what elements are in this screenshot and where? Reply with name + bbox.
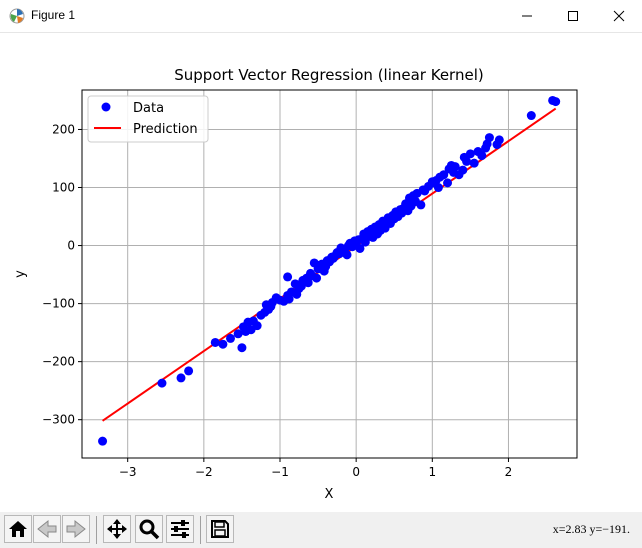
home-button[interactable] [4, 515, 32, 543]
data-point [252, 321, 262, 331]
zoom-icon [138, 518, 160, 540]
pan-icon [106, 518, 128, 540]
toolbar-separator [96, 516, 97, 544]
toolbar-separator [200, 516, 201, 544]
data-point [284, 294, 294, 304]
data-point [210, 337, 220, 347]
maximize-icon [567, 10, 579, 22]
data-point [237, 343, 247, 353]
data-point [98, 436, 108, 446]
data-point [450, 162, 460, 172]
data-point [157, 378, 167, 388]
y-axis-label: y [13, 270, 28, 278]
data-point [342, 250, 352, 260]
chart-title: Support Vector Regression (linear Kernel… [174, 66, 483, 84]
data-point [477, 151, 487, 161]
data-point [312, 273, 322, 283]
data-point [218, 339, 228, 349]
pan-button[interactable] [103, 515, 131, 543]
data-point [439, 170, 449, 180]
data-point [283, 272, 293, 282]
subplots-button[interactable] [166, 515, 194, 543]
y-tick-label: −300 [42, 413, 75, 427]
data-point [184, 366, 194, 376]
legend-prediction-label: Prediction [133, 122, 198, 137]
minimize-button[interactable] [504, 0, 550, 32]
title-bar[interactable]: Figure 1 [0, 0, 642, 33]
legend-data-label: Data [133, 101, 164, 116]
x-tick-label: −2 [195, 465, 213, 479]
close-icon [613, 10, 625, 22]
home-icon [8, 519, 28, 539]
data-point [484, 133, 494, 143]
back-button[interactable] [33, 515, 61, 543]
figure-canvas[interactable]: Support Vector Regression (linear Kernel… [0, 33, 642, 508]
legend-box [87, 95, 209, 143]
cursor-coordinates: x=2.83 y=−191. [552, 522, 630, 536]
data-point [433, 183, 443, 193]
data-point [458, 165, 468, 175]
x-tick-label: 0 [352, 465, 360, 479]
save-button[interactable] [206, 515, 234, 543]
x-tick-label: −1 [271, 465, 289, 479]
y-tick-label: −100 [42, 297, 75, 311]
y-tick-label: 100 [52, 181, 75, 195]
navigation-toolbar: x=2.83 y=−191. [0, 512, 642, 548]
maximize-button[interactable] [550, 0, 596, 32]
data-point [465, 149, 475, 159]
data-point [526, 111, 536, 121]
data-point [176, 373, 186, 383]
data-point [233, 329, 243, 339]
data-point [355, 243, 365, 253]
data-point [551, 97, 561, 107]
legend: Data Prediction [87, 95, 209, 143]
y-tick-label: 0 [67, 239, 75, 253]
zoom-button[interactable] [135, 515, 163, 543]
data-point [443, 178, 453, 188]
forward-icon [65, 519, 87, 539]
data-point [462, 156, 472, 166]
x-tick-label: 2 [505, 465, 513, 479]
close-button[interactable] [596, 0, 642, 32]
y-tick-label: 200 [52, 122, 75, 136]
chart: Support Vector Regression (linear Kernel… [13, 66, 578, 502]
y-tick-label: −200 [42, 355, 75, 369]
data-point [494, 135, 504, 145]
x-tick-label: −3 [119, 465, 137, 479]
x-axis-label: X [325, 487, 334, 502]
forward-button[interactable] [62, 515, 90, 543]
save-icon [210, 519, 230, 539]
x-tick-label: 1 [428, 465, 436, 479]
app-icon [9, 8, 25, 24]
data-point [226, 333, 235, 343]
data-point [303, 278, 313, 288]
window-title: Figure 1 [31, 8, 76, 22]
data-point [469, 158, 479, 168]
subplots-icon [169, 518, 191, 540]
minimize-icon [521, 10, 533, 22]
data-point [416, 200, 426, 210]
plot-frame [81, 89, 578, 459]
legend-data-marker [101, 102, 111, 112]
back-icon [36, 519, 58, 539]
